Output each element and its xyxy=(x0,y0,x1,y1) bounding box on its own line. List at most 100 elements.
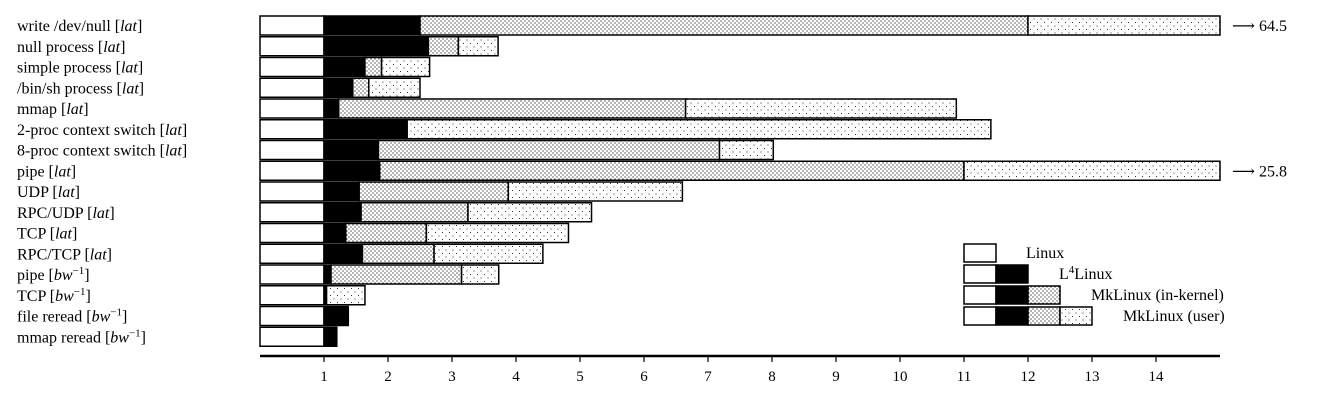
bar-row-rpc-udp-lat: RPC/UDP [lat] xyxy=(17,202,593,223)
bar-row-tcp-lat: TCP [lat] xyxy=(17,222,570,244)
bar-row-tcp-bw: TCP [bw−1] xyxy=(17,285,366,306)
legend-item-l4linux: L4Linux xyxy=(963,264,1113,284)
bar-segment-mklinux-in-kernel xyxy=(337,98,687,119)
row-label-mmap-lat: mmap [lat] xyxy=(17,101,89,118)
bar-segment-mklinux-user xyxy=(684,98,958,119)
row-label-close: ] xyxy=(72,226,77,243)
legend-item-mklinux-in-kernel: MkLinux (in-kernel) xyxy=(963,285,1224,305)
bar-segment-linux xyxy=(259,160,325,181)
legend-label-text: MkLinux (user) xyxy=(1123,308,1225,325)
legend-swatch-linux xyxy=(963,306,997,326)
bar-segment-l4linux xyxy=(323,119,408,140)
bar-segment-linux xyxy=(259,326,325,347)
bar-row-udp-lat: UDP [lat] xyxy=(17,181,684,202)
x-tick-label: 5 xyxy=(576,369,584,385)
bar-segment-mklinux-user xyxy=(406,119,992,140)
row-label-close: ] xyxy=(75,184,80,201)
bar-segment-mklinux-in-kernel xyxy=(427,36,460,57)
bar-segment-mklinux-user xyxy=(460,264,500,285)
bar-segment-linux xyxy=(259,139,325,161)
bar-segment-mklinux-in-kernel xyxy=(360,202,469,223)
row-label-close: ] xyxy=(107,246,112,263)
row-label-close: ] xyxy=(122,309,127,326)
row-label-name: TCP [ xyxy=(17,288,55,305)
row-label-name: mmap reread [ xyxy=(17,329,110,346)
bar-segment-l4linux xyxy=(323,222,347,244)
legend-label-linux: Linux xyxy=(1026,245,1064,262)
overflow-value-label: ⟶ 25.8 xyxy=(1232,163,1287,180)
legend-label-mklinux-in-kernel: MkLinux (in-kernel) xyxy=(1091,287,1224,304)
bar-row-simple-process-lat: simple process [lat] xyxy=(17,56,431,78)
bar-row-mmap-lat: mmap [lat] xyxy=(17,98,958,119)
row-label-superscript: −1 xyxy=(73,265,85,277)
row-label-superscript: −1 xyxy=(74,286,86,298)
row-label-write-dev-null-lat: write /dev/null [lat] xyxy=(17,18,142,35)
bar-segment-linux xyxy=(259,264,325,285)
bar-segment-mklinux-user xyxy=(380,56,431,78)
x-tick-label: 12 xyxy=(1021,369,1036,385)
row-label-metric: lat xyxy=(121,60,138,77)
row-label-close: ] xyxy=(138,60,143,77)
row-label-name: 2-proc context switch [ xyxy=(17,122,165,139)
bar-segment-mklinux-in-kernel xyxy=(361,243,435,264)
bar-segment-mklinux-user xyxy=(718,139,775,161)
bar-segment-mklinux-user xyxy=(368,77,421,98)
row-label-rpc-udp-lat: RPC/UDP [lat] xyxy=(17,205,115,222)
legend-item-mklinux-user: MkLinux (user) xyxy=(963,306,1225,326)
row-label-name: simple process [ xyxy=(17,60,121,77)
legend-label-text: L xyxy=(1059,266,1069,283)
row-label-name: write /dev/null [ xyxy=(17,18,120,35)
row-label-2-proc-context-switch-lat: 2-proc context switch [lat] xyxy=(17,122,187,139)
legend-label-mklinux-user: MkLinux (user) xyxy=(1123,308,1225,325)
row-label-metric: lat xyxy=(92,205,109,222)
x-tick-label: 9 xyxy=(832,369,840,385)
row-label-mmap-reread-bw: mmap reread [bw−1] xyxy=(17,327,146,346)
row-label-metric: lat xyxy=(103,39,120,56)
row-label-simple-process-lat: simple process [lat] xyxy=(17,60,143,77)
bar-row-rpc-tcp-lat: RPC/TCP [lat] xyxy=(17,243,544,264)
row-label-close: ] xyxy=(84,267,89,284)
row-label-name: /bin/sh process [ xyxy=(17,80,122,97)
row-label-metric: bw xyxy=(92,309,111,326)
row-label-metric: lat xyxy=(66,101,83,118)
row-label-close: ] xyxy=(109,205,114,222)
bar-segment-mklinux-in-kernel xyxy=(358,181,510,202)
legend-label-superscript: 4 xyxy=(1069,264,1075,276)
bar-segment-l4linux xyxy=(323,305,350,327)
x-tick-label: 11 xyxy=(957,369,971,385)
legend-swatch-mklinux-in-kernel xyxy=(1027,306,1061,326)
bar-segment-l4linux xyxy=(323,264,332,285)
legend-item-linux: Linux xyxy=(963,243,1064,263)
bar-segment-mklinux-user xyxy=(507,181,684,202)
row-label-close: ] xyxy=(85,288,90,305)
bar-segment-mklinux-user xyxy=(425,222,570,244)
row-label-name: mmap [ xyxy=(17,101,66,118)
legend-label-rest: Linux xyxy=(1074,266,1112,283)
x-tick-label: 10 xyxy=(893,369,908,385)
bar-row-null-process-lat: null process [lat] xyxy=(17,36,499,57)
row-label-name: 8-proc context switch [ xyxy=(17,143,165,160)
bar-segment-mklinux-in-kernel xyxy=(378,160,965,181)
row-label-name: UDP [ xyxy=(17,184,58,201)
x-tick-label: 13 xyxy=(1085,369,1100,385)
bar-segment-mklinux-user xyxy=(467,202,593,223)
row-label-null-process-lat: null process [lat] xyxy=(17,39,125,56)
bar-row-file-reread-bw: file reread [bw−1] xyxy=(17,305,350,327)
x-tick-label: 3 xyxy=(448,369,456,385)
bar-row-8-proc-context-switch-lat: 8-proc context switch [lat] xyxy=(17,139,775,161)
bar-segment-linux xyxy=(259,56,325,78)
bar-segment-mklinux-in-kernel xyxy=(419,15,1029,36)
legend-swatch-l4linux xyxy=(995,285,1029,305)
row-label-8-proc-context-switch-lat: 8-proc context switch [lat] xyxy=(17,143,187,160)
row-label-close: ] xyxy=(182,143,187,160)
x-tick-label: 8 xyxy=(768,369,776,385)
bar-segment-mklinux-user xyxy=(457,36,499,57)
bar-segment-l4linux xyxy=(323,326,338,347)
row-label-pipe-bw: pipe [bw−1] xyxy=(17,265,90,284)
legend-label-text: Linux xyxy=(1026,245,1064,262)
bar-segment-linux xyxy=(259,222,325,244)
x-axis: 1 2 3 4 5 6 7 8 9 10 11 12 13 14 xyxy=(260,354,1220,385)
bar-segment-mklinux-in-kernel xyxy=(377,139,721,161)
row-label-close: ] xyxy=(182,122,187,139)
